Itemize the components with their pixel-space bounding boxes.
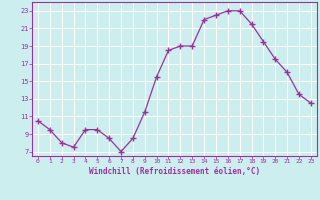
X-axis label: Windchill (Refroidissement éolien,°C): Windchill (Refroidissement éolien,°C) — [89, 167, 260, 176]
